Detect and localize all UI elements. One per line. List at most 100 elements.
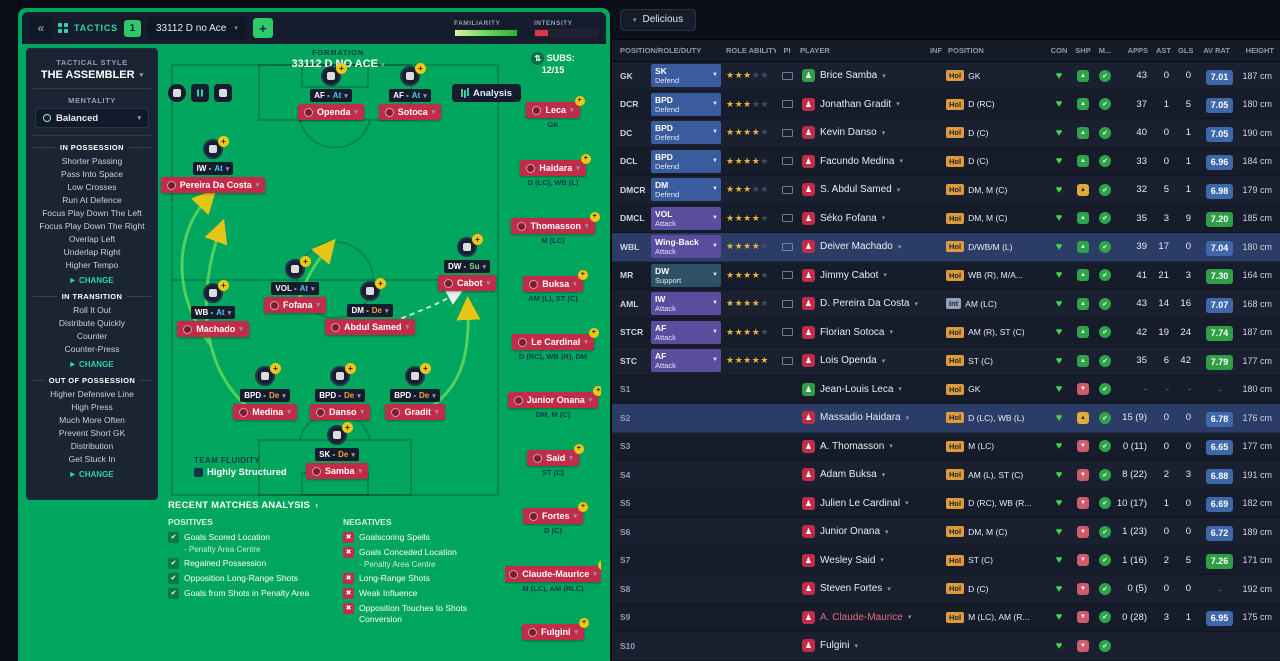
pitch-player[interactable]: + IW - At ▾ Pereira Da Costa ▾ bbox=[158, 136, 268, 193]
pitch-player[interactable]: + AF - At ▾ Sotoca ▾ bbox=[355, 63, 465, 120]
header-player[interactable]: PLAYER bbox=[800, 46, 830, 55]
add-badge-icon[interactable]: + bbox=[580, 154, 591, 164]
player-instructions-icon[interactable] bbox=[781, 185, 793, 194]
squad-table-row[interactable]: STCR AF Attack ▼ ★★★★★ ♟ Florian Sotoca ▾ Hol AM … bbox=[612, 318, 1280, 347]
tactic-slot-badge[interactable]: 1 bbox=[123, 19, 141, 37]
role-dropdown[interactable]: AF - At ▾ bbox=[389, 89, 431, 102]
header-morale[interactable]: M... bbox=[1098, 46, 1112, 55]
header-position[interactable]: POSITION bbox=[948, 46, 984, 55]
player-plate[interactable]: Claude-Maurice▾+ bbox=[505, 560, 601, 582]
header-position-role-duty[interactable]: POSITION/ROLE/DUTY bbox=[620, 46, 702, 55]
squad-table-row[interactable]: S8 ♟ Steven Fortes ▾ Hol D (C) ♥ ▼ ✔ 0 (5) 0 0 - 192 … bbox=[612, 575, 1280, 604]
add-badge-icon[interactable]: + bbox=[589, 212, 600, 222]
player-instructions-icon[interactable] bbox=[781, 299, 793, 308]
squad-table-row[interactable]: S9 ♟ A. Claude-Maurice ▾ Hol M (LC), AM (R...… bbox=[612, 603, 1280, 632]
player-cell[interactable]: ♟ Steven Fortes ▾ bbox=[798, 582, 926, 596]
player-node[interactable]: + bbox=[321, 63, 347, 86]
pitch-player[interactable]: + AF - At ▾ Openda ▾ bbox=[276, 63, 386, 120]
player-plate[interactable]: Haidara ▾ + bbox=[520, 154, 591, 176]
squad-table-row[interactable]: WBL Wing-Back Attack ▼ ★★★★★ ♟ Deiver Machado ▾… bbox=[612, 233, 1280, 262]
pitch-player[interactable]: + SK - De ▾ Samba ▾ bbox=[282, 422, 392, 479]
add-badge-icon[interactable]: + bbox=[593, 386, 601, 396]
player-plate[interactable]: Gradit ▾ bbox=[385, 404, 445, 420]
collapse-button[interactable]: « bbox=[30, 17, 52, 39]
header-apps[interactable]: APPS bbox=[1127, 46, 1148, 55]
player-cell[interactable]: ♟ Massadio Haidara ▾ bbox=[798, 411, 926, 425]
add-badge-icon[interactable]: + bbox=[345, 363, 356, 374]
player-cell[interactable]: ♟ A. Thomasson ▾ bbox=[798, 439, 926, 453]
change-button[interactable]: ▶ CHANGE bbox=[27, 470, 157, 479]
kit-view-button[interactable] bbox=[168, 84, 186, 102]
player-instructions-icon[interactable] bbox=[781, 328, 793, 337]
player-cell[interactable]: ♟ Deiver Machado ▾ bbox=[798, 240, 926, 254]
player-node[interactable]: + bbox=[457, 234, 483, 257]
recent-analysis-title[interactable]: RECENT MATCHES ANALYSIS › bbox=[168, 500, 504, 511]
add-badge-icon[interactable]: + bbox=[420, 363, 431, 374]
player-cell[interactable]: ♟ Brice Samba ▾ bbox=[798, 69, 926, 83]
role-duty-dropdown[interactable]: AF Attack ▼ bbox=[651, 349, 721, 373]
role-duty-dropdown[interactable]: Wing-Back Attack ▼ bbox=[651, 235, 721, 259]
squad-table-row[interactable]: GK SK Defend ▼ ★★★★★ ♟ Brice Samba ▾ Hol GK ♥ ▲ ✔ 43 0… bbox=[612, 62, 1280, 91]
header-con[interactable]: CON bbox=[1050, 46, 1068, 55]
squad-table-row[interactable]: AML IW Attack ▼ ★★★★★ ♟ D. Pereira Da Costa ▾ In… bbox=[612, 290, 1280, 319]
squad-table-row[interactable]: DCL BPD Defend ▼ ★★★★★ ♟ Facundo Medina ▾ Hol D (… bbox=[612, 147, 1280, 176]
squad-table-row[interactable]: S6 ♟ Junior Onana ▾ Hol DM, M (C) ♥ ▼ ✔ 1 (23) 0 0 6… bbox=[612, 518, 1280, 547]
player-plate[interactable]: Said ▾ + bbox=[527, 444, 584, 466]
role-dropdown[interactable]: DW - Su ▾ bbox=[444, 260, 490, 273]
squad-table-row[interactable]: DMCR DM Defend ▼ ★★★★★ ♟ S. Abdul Samed ▾ Hol DM,… bbox=[612, 176, 1280, 205]
role-duty-dropdown[interactable]: AF Attack ▼ bbox=[651, 320, 721, 344]
pitch-player[interactable]: + DM - De ▾ Abdul Samed ▾ bbox=[315, 278, 425, 335]
player-plate[interactable]: Leca ▾ + bbox=[526, 96, 585, 118]
role-duty-dropdown[interactable]: DM Defend ▼ bbox=[651, 178, 721, 202]
add-badge-icon[interactable]: + bbox=[218, 136, 229, 147]
role-duty-dropdown[interactable]: BPD Defend ▼ bbox=[651, 149, 721, 173]
player-cell[interactable]: ♟ Facundo Medina ▾ bbox=[798, 154, 926, 168]
filter-delicious-button[interactable]: ▾ Delicious bbox=[620, 8, 697, 31]
player-cell[interactable]: ♟ Adam Buksa ▾ bbox=[798, 468, 926, 482]
pitch-player[interactable]: + BPD - De ▾ Danso ▾ bbox=[285, 363, 395, 420]
add-badge-icon[interactable]: + bbox=[578, 502, 589, 512]
squad-table-row[interactable]: DMCL VOL Attack ▼ ★★★★★ ♟ Séko Fofana ▾ Hol DM, M… bbox=[612, 204, 1280, 233]
role-dropdown[interactable]: DM - De ▾ bbox=[347, 304, 393, 317]
player-plate[interactable]: Fulgini ▾ + bbox=[521, 618, 589, 640]
role-dropdown[interactable]: BPD - De ▾ bbox=[240, 389, 290, 402]
squad-table-row[interactable]: S5 ♟ Julien Le Cardinal ▾ Hol D (RC), WB (R..… bbox=[612, 489, 1280, 518]
header-avrat[interactable]: AV RAT bbox=[1203, 46, 1230, 55]
role-duty-dropdown[interactable]: BPD Defend ▼ bbox=[651, 92, 721, 116]
player-cell[interactable]: ♟ D. Pereira Da Costa ▾ bbox=[798, 297, 926, 311]
header-ast[interactable]: AST bbox=[1156, 46, 1171, 55]
pitch-player[interactable]: + BPD - De ▾ Gradit ▾ bbox=[360, 363, 470, 420]
player-node[interactable]: + bbox=[255, 363, 281, 386]
role-duty-dropdown[interactable]: IW Attack ▼ bbox=[651, 292, 721, 316]
role-dropdown[interactable]: BPD - De ▾ bbox=[315, 389, 365, 402]
formation-dropdown[interactable]: 33112 D NO ACE ▾ bbox=[162, 58, 514, 70]
role-dropdown[interactable]: VOL - At ▾ bbox=[271, 282, 319, 295]
squad-table-row[interactable]: MR DW Support ▼ ★★★★★ ♟ Jimmy Cabot ▾ Hol WB (R),… bbox=[612, 261, 1280, 290]
player-node[interactable]: + bbox=[400, 63, 426, 86]
add-badge-icon[interactable]: + bbox=[579, 618, 589, 628]
add-badge-icon[interactable]: + bbox=[300, 256, 311, 267]
add-badge-icon[interactable]: + bbox=[472, 234, 483, 245]
player-node[interactable]: + bbox=[203, 280, 229, 303]
add-tactic-button[interactable]: + bbox=[252, 18, 273, 38]
player-plate[interactable]: Thomasson ▾ + bbox=[511, 212, 600, 234]
player-plate[interactable]: Machado ▾ bbox=[177, 321, 249, 337]
player-plate[interactable]: Fofana ▾ bbox=[263, 297, 327, 313]
player-node[interactable]: + bbox=[327, 422, 353, 445]
squad-table-row[interactable]: S4 ♟ Adam Buksa ▾ Hol AM (L), ST (C) ♥ ▼ ✔ 8 (22)… bbox=[612, 461, 1280, 490]
player-cell[interactable]: ♟ Florian Sotoca ▾ bbox=[798, 325, 926, 339]
squad-table-row[interactable]: S2 ♟ Massadio Haidara ▾ Hol D (LC), WB (L) ♥ ▲ ✔… bbox=[612, 404, 1280, 433]
role-dropdown[interactable]: BPD - De ▾ bbox=[390, 389, 440, 402]
squad-table-row[interactable]: STC AF Attack ▼ ★★★★★ ♟ Lois Openda ▾ Hol ST (C) ♥… bbox=[612, 347, 1280, 376]
player-instructions-icon[interactable] bbox=[781, 100, 793, 109]
squad-table-row[interactable]: S3 ♟ A. Thomasson ▾ Hol M (LC) ♥ ▼ ✔ 0 (11) 0 0 6.65… bbox=[612, 432, 1280, 461]
role-duty-dropdown[interactable]: SK Defend ▼ bbox=[651, 64, 721, 88]
add-badge-icon[interactable]: + bbox=[336, 63, 347, 74]
player-cell[interactable]: ♟ Wesley Said ▾ bbox=[798, 553, 926, 567]
header-height[interactable]: HEIGHT bbox=[1245, 46, 1274, 55]
role-dropdown[interactable]: WB - At ▾ bbox=[190, 306, 236, 319]
add-badge-icon[interactable]: + bbox=[597, 560, 601, 570]
tactic-preset-dropdown[interactable]: 33112 D no Ace ▾ bbox=[146, 17, 247, 39]
player-cell[interactable]: ♟ S. Abdul Samed ▾ bbox=[798, 183, 926, 197]
squad-table-row[interactable]: S7 ♟ Wesley Said ▾ Hol ST (C) ♥ ▼ ✔ 1 (16) 2 5 7.26 1… bbox=[612, 546, 1280, 575]
